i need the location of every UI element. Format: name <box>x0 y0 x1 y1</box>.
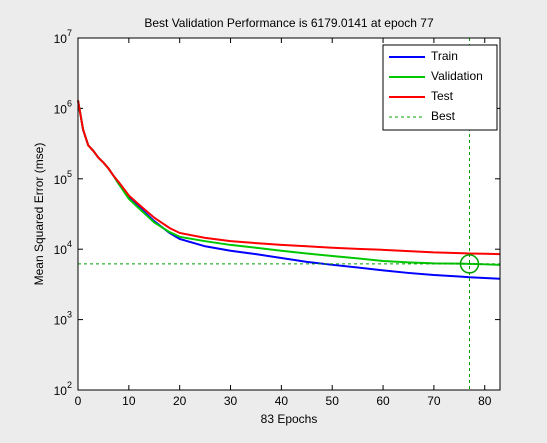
x-tick-label: 50 <box>326 394 340 408</box>
x-tick-label: 10 <box>122 394 136 408</box>
y-tick-label: 107 <box>54 28 72 46</box>
x-tick-label: 30 <box>224 394 238 408</box>
legend-box <box>382 44 498 131</box>
legend-label: Train <box>431 49 458 63</box>
best-marker <box>459 254 480 274</box>
legend-label: Test <box>431 89 454 103</box>
x-axis-label: 83 Epochs <box>261 412 318 426</box>
y-tick-label: 106 <box>54 99 72 117</box>
x-tick-label: 20 <box>173 394 187 408</box>
x-tick-label: 0 <box>75 394 82 408</box>
y-tick-label: 104 <box>54 240 72 258</box>
y-tick-label: 102 <box>54 380 72 398</box>
x-tick-label: 70 <box>427 394 441 408</box>
y-tick-label: 103 <box>54 310 72 328</box>
x-tick-label: 80 <box>478 394 492 408</box>
series-line <box>77 100 501 256</box>
axes-box <box>77 37 501 391</box>
y-tick-label: 105 <box>54 169 72 187</box>
legend-label: Validation <box>431 69 483 83</box>
chart-title: Best Validation Performance is 6179.0141… <box>144 16 434 30</box>
legend-label: Best <box>431 109 456 123</box>
x-tick-label: 40 <box>275 394 289 408</box>
y-axis-label: Mean Squared Error (mse) <box>32 143 46 286</box>
x-tick-label: 60 <box>376 394 390 408</box>
